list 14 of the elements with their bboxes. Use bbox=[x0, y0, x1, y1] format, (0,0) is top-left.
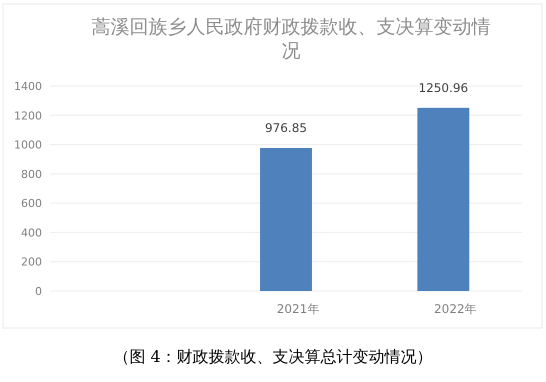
y-tick-label: 1400 bbox=[14, 80, 42, 93]
y-tick-label: 1200 bbox=[14, 109, 42, 122]
y-tick-label: 1000 bbox=[14, 138, 42, 152]
y-tick-label: 800 bbox=[21, 168, 42, 181]
x-tick-label: 2021年 bbox=[276, 302, 320, 316]
data-label: 1250.96 bbox=[418, 80, 468, 95]
data-label: 976.85 bbox=[265, 120, 307, 135]
y-tick-label: 600 bbox=[21, 197, 42, 210]
text: （图 4：财政拨款收、支决算总计变动情况） bbox=[113, 347, 433, 366]
y-tick-label: 400 bbox=[21, 226, 42, 240]
y-tick-label: 0 bbox=[35, 285, 42, 298]
chart-title: 蒿溪回族乡人民政府财政拨款收、支决算变动情况 bbox=[92, 16, 490, 62]
y-tick-label: 200 bbox=[21, 256, 42, 269]
x-tick-label: 2022年 bbox=[434, 302, 477, 316]
